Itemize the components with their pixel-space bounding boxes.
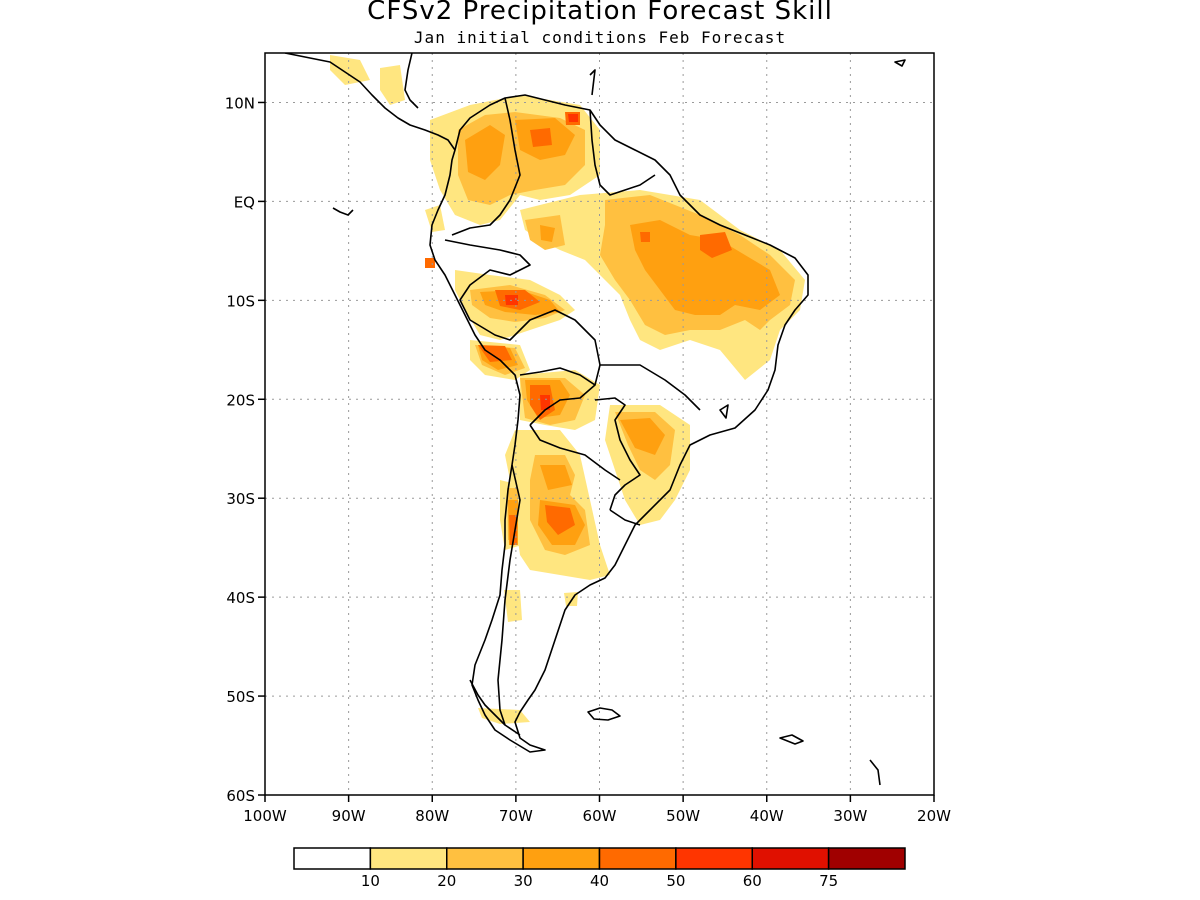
latitude-axis: 10N EQ 10S 20S 30S 40S 50S 60S [225, 94, 265, 805]
colorbar-level-label: 40 [590, 872, 609, 890]
colorbar-level-label: 60 [743, 872, 762, 890]
coastlines [284, 53, 906, 786]
lon-tick-label: 80W [415, 807, 449, 825]
lat-tick-label: 10S [226, 292, 255, 310]
lat-tick-label: 20S [226, 391, 255, 409]
colorbar-swatch [827, 847, 906, 870]
colorbar-swatch [446, 847, 524, 870]
lon-tick-label: 90W [332, 807, 366, 825]
lon-tick-label: 70W [499, 807, 533, 825]
colorbar-level-label: 30 [514, 872, 533, 890]
colorbar-swatch [751, 847, 830, 870]
colorbar-swatch [522, 847, 601, 870]
colorbar-level-label: 10 [361, 872, 380, 890]
gridlines [265, 53, 934, 795]
lon-tick-label: 60W [583, 807, 617, 825]
colorbar-swatch [369, 847, 448, 870]
map-subtitle: Jan initial conditions Feb Forecast [413, 28, 787, 47]
lat-tick-label: 60S [226, 787, 255, 805]
colorbar-level-label: 75 [819, 872, 838, 890]
lat-tick-label: 50S [226, 688, 255, 706]
lon-tick-label: 40W [750, 807, 784, 825]
lon-tick-label: 20W [917, 807, 951, 825]
colorbar-level-label: 20 [437, 872, 456, 890]
lon-tick-label: 100W [243, 807, 287, 825]
colorbar-swatch [293, 847, 372, 870]
lon-tick-label: 30W [833, 807, 867, 825]
lat-tick-label: EQ [234, 193, 255, 211]
lat-tick-label: 40S [226, 589, 255, 607]
lat-tick-label: 30S [226, 490, 255, 508]
lat-tick-label: 10N [225, 94, 255, 112]
colorbar-swatch [598, 847, 677, 870]
colorbar: 10 20 30 40 50 60 75 [293, 847, 906, 890]
map-title: CFSv2 Precipitation Forecast Skill [367, 0, 833, 26]
lon-tick-label: 50W [666, 807, 700, 825]
colorbar-level-label: 50 [666, 872, 685, 890]
colorbar-swatch [675, 847, 753, 870]
longitude-axis: 100W 90W 80W 70W 60W 50W 40W 30W 20W [243, 795, 951, 825]
